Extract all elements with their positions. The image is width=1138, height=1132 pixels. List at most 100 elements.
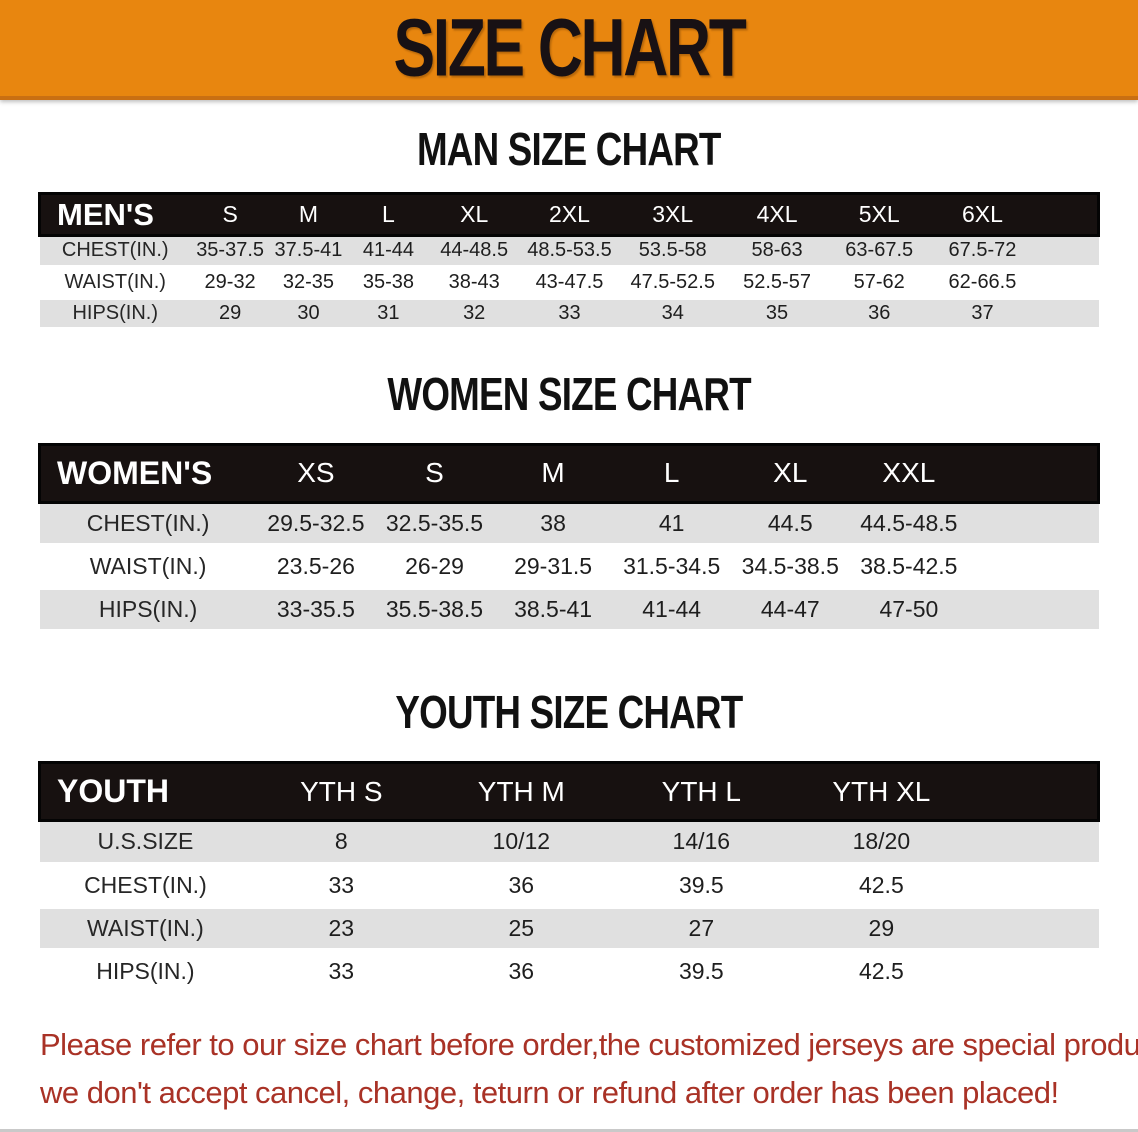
size-value: 35.5-38.5 [375,588,494,631]
size-value: 33 [519,297,620,329]
size-value: 47-50 [849,588,969,631]
size-value: 36 [828,297,931,329]
men-hips-row: HIPS(IN.) 29 30 31 32 33 34 35 36 37 [39,297,1099,329]
size-value: 30 [269,297,348,329]
note-line-1: Please refer to our size chart before or… [40,1026,1138,1062]
size-col-header: YTH XL [832,775,931,807]
spacer-cell [1034,235,1099,267]
size-value: 10/12 [431,820,612,864]
men-table-title: MEN'S [57,196,154,232]
size-value: 42.5 [791,863,972,907]
size-value: 29.5-32.5 [256,502,376,545]
women-size-table: WOMEN'S XS S M L XL XXL CHEST(IN.) 29.5-… [38,443,1100,633]
youth-section-heading: YOUTH SIZE CHART [0,685,1138,739]
row-label: HIPS(IN.) [39,588,257,631]
row-label: WAIST(IN.) [39,906,252,950]
women-table-title: WOMEN'S [57,454,213,491]
man-heading-text: MAN SIZE CHART [417,123,721,175]
size-value: 29 [791,906,972,950]
size-value: 33 [251,949,432,993]
spacer-cell [968,588,1099,631]
row-label: U.S.SIZE [39,820,252,864]
spacer-cell [968,545,1099,588]
size-value: 23 [251,906,432,950]
size-col-header: XS [297,457,335,488]
size-value: 33 [251,863,432,907]
youth-chest-row: CHEST(IN.) 33 36 39.5 42.5 [39,863,1099,907]
women-hips-row: HIPS(IN.) 33-35.5 35.5-38.5 38.5-41 41-4… [39,588,1099,631]
size-value: 32-35 [269,266,348,298]
spacer-cell [971,820,1099,864]
size-value: 31.5-34.5 [612,545,731,588]
size-col-header: XL [773,457,808,488]
women-header-row: WOMEN'S XS S M L XL XXL [39,444,1099,502]
row-label: WAIST(IN.) [39,545,257,588]
size-value: 41 [612,502,731,545]
row-label: CHEST(IN.) [39,235,191,267]
women-section-heading: WOMEN SIZE CHART [0,367,1138,421]
women-heading-text: WOMEN SIZE CHART [387,367,751,420]
size-value: 47.5-52.5 [619,266,726,298]
men-header-row: MEN'S S M L XL 2XL 3XL 4XL 5XL 6XL [39,193,1099,236]
size-col-header: YTH M [477,775,565,807]
size-value: 18/20 [791,820,972,864]
size-value: 36 [431,863,612,907]
size-value: 48.5-53.5 [519,235,620,267]
size-value: 25 [431,906,612,950]
size-col-header: YTH S [300,775,383,807]
size-value: 35-38 [347,266,430,298]
size-value: 8 [251,820,432,864]
youth-table-title: YOUTH [57,773,169,809]
size-value: 31 [347,297,430,329]
size-value: 44-48.5 [429,235,520,267]
spacer-cell [971,949,1099,993]
size-col-header: L [382,201,395,227]
size-col-header: S [222,201,238,227]
size-value: 39.5 [611,863,792,907]
women-waist-row: WAIST(IN.) 23.5-26 26-29 29-31.5 31.5-34… [39,545,1099,588]
size-value: 14/16 [611,820,792,864]
spacer-cell [971,763,1098,821]
size-value: 27 [611,906,792,950]
size-value: 57-62 [828,266,931,298]
size-value: 53.5-58 [619,235,726,267]
size-col-header: 4XL [756,201,798,227]
size-chart-banner: SIZE CHART [0,0,1138,100]
youth-hips-row: HIPS(IN.) 33 36 39.5 42.5 [39,949,1099,993]
youth-waist-row: WAIST(IN.) 23 25 27 29 [39,906,1099,950]
size-value: 35 [725,297,829,329]
size-value: 63-67.5 [828,235,931,267]
size-value: 52.5-57 [725,266,829,298]
youth-header-row: YOUTH YTH S YTH M YTH L YTH XL [39,762,1099,821]
spacer-cell [1035,194,1099,236]
size-value: 44-47 [730,588,850,631]
size-col-header: 3XL [652,201,694,227]
banner-title: SIZE CHART [393,2,747,93]
size-value: 29 [190,297,270,329]
size-value: 29-31.5 [493,545,613,588]
youth-size-table: YOUTH YTH S YTH M YTH L YTH XL U.S.SIZE … [38,761,1100,995]
size-value: 44.5 [730,502,850,545]
men-waist-row: WAIST(IN.) 29-32 32-35 35-38 38-43 43-47… [39,266,1099,298]
size-value: 42.5 [791,949,972,993]
row-label: HIPS(IN.) [39,949,252,993]
man-section-heading: MAN SIZE CHART [0,122,1138,176]
women-chest-row: CHEST(IN.) 29.5-32.5 32.5-35.5 38 41 44.… [39,502,1099,545]
size-col-header: XL [460,201,489,227]
size-value: 38.5-42.5 [849,545,969,588]
size-value: 39.5 [611,949,792,993]
size-col-header: 2XL [549,201,590,227]
size-value: 26-29 [375,545,494,588]
size-value: 33-35.5 [256,588,376,631]
spacer-cell [968,444,1098,502]
size-value: 37.5-41 [269,235,348,267]
size-value: 41-44 [347,235,430,267]
spacer-cell [968,502,1099,545]
size-value: 29-32 [190,266,270,298]
order-policy-note: Please refer to our size chart before or… [40,1021,1138,1117]
spacer-cell [1034,266,1099,298]
size-value: 23.5-26 [256,545,376,588]
size-value: 32 [429,297,520,329]
size-col-header: XXL [882,457,936,488]
